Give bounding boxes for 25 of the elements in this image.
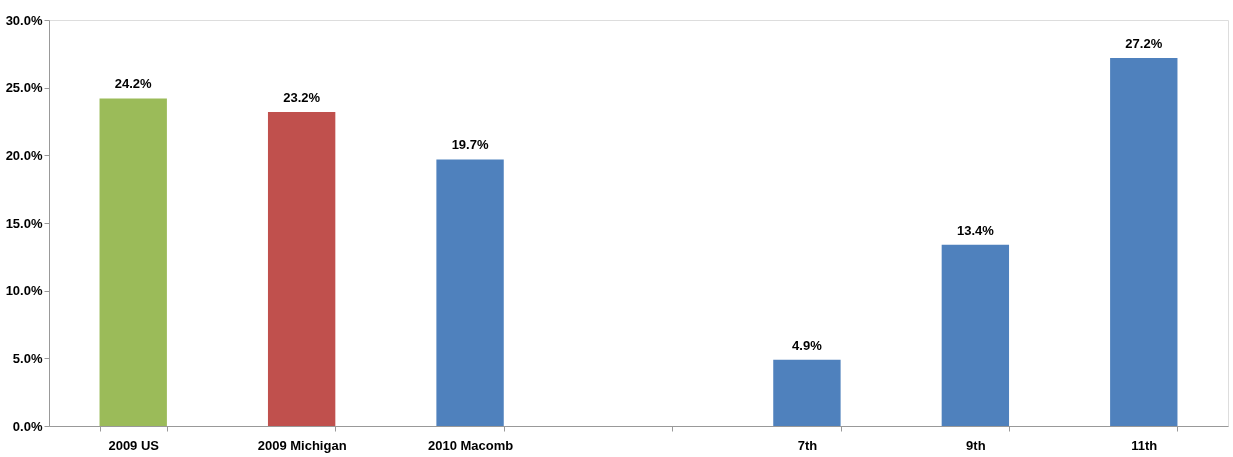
x-tick-label: 2010 Macomb	[427, 437, 514, 453]
x-tick-label: 7th	[797, 437, 818, 453]
x-tick-label: 2009 US	[108, 437, 160, 453]
y-tick-label: 5.0%	[12, 350, 43, 366]
data-label: 13.4%	[956, 222, 995, 238]
x-tick-label: 9th	[966, 437, 986, 453]
bar	[99, 98, 167, 426]
x-tick-label: 2009 Michigan	[257, 437, 347, 453]
y-tick-label: 30.0%	[5, 12, 43, 28]
bar	[773, 359, 841, 426]
bar	[267, 112, 336, 426]
data-label: 23.2%	[283, 90, 321, 106]
data-label: 27.2%	[1125, 35, 1163, 51]
y-tick-label: 15.0%	[5, 215, 43, 231]
y-tick-label: 10.0%	[5, 283, 43, 299]
y-tick-label: 25.0%	[5, 80, 43, 96]
data-label: 19.7%	[451, 137, 489, 153]
bar	[436, 159, 504, 426]
data-label: 24.2%	[114, 76, 153, 92]
y-tick-label: 0.0%	[12, 418, 43, 434]
x-tick-label: 11th	[1131, 437, 1158, 453]
bar	[1110, 57, 1178, 426]
y-tick-label: 20.0%	[5, 147, 43, 163]
bar	[941, 244, 1010, 426]
data-label: 4.9%	[792, 337, 823, 353]
